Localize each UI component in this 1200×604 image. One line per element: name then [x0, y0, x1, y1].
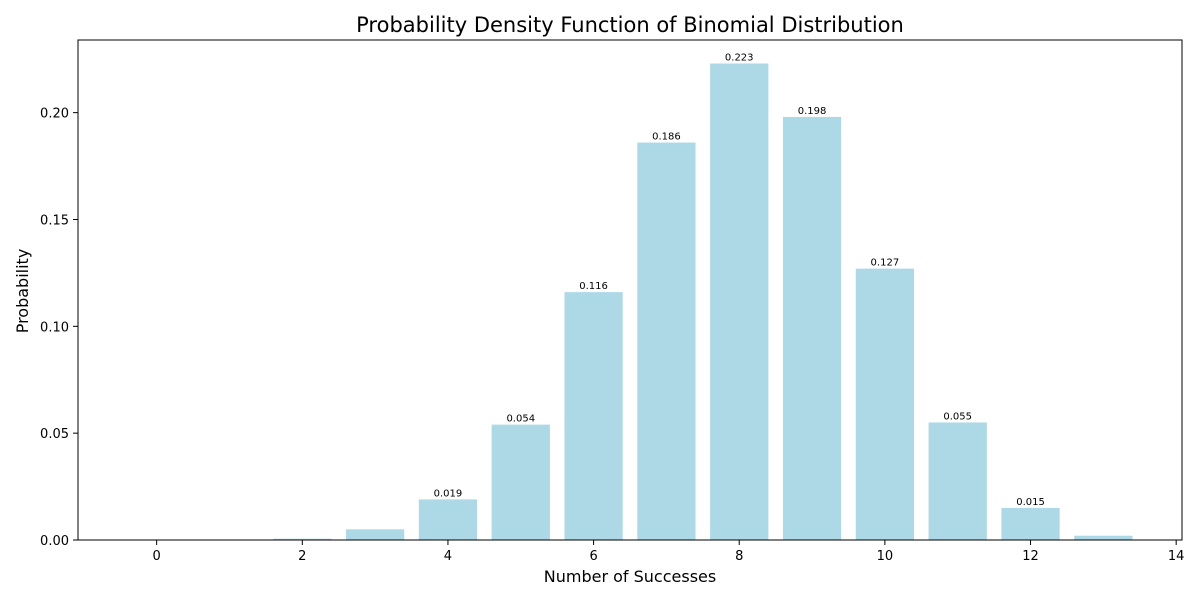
y-tick-label: 0.20	[40, 107, 69, 122]
data-label-10: 0.127	[871, 258, 900, 269]
x-tick-label: 0	[153, 549, 161, 564]
y-tick-label: 0.10	[40, 320, 69, 335]
x-tick-label: 10	[877, 549, 894, 564]
bar-11	[928, 422, 987, 540]
bar-9	[782, 116, 842, 540]
y-tick-label: 0.05	[40, 427, 69, 442]
bar-13	[1074, 535, 1133, 540]
bar-8	[710, 63, 769, 540]
x-axis-label: Number of Successes	[544, 567, 716, 586]
x-tick-label: 12	[1022, 549, 1039, 564]
data-label-12: 0.015	[1016, 497, 1045, 508]
bar-10	[855, 268, 915, 540]
x-tick-label: 8	[735, 549, 743, 564]
y-tick-label: 0.15	[40, 213, 69, 228]
data-label-11: 0.055	[943, 411, 972, 422]
x-tick-label: 2	[298, 549, 306, 564]
bar-5	[491, 424, 550, 540]
x-tick-label: 4	[444, 549, 452, 564]
plot-frame	[77, 39, 1183, 541]
data-label-7: 0.186	[652, 132, 681, 143]
bar-6	[564, 292, 623, 540]
chart-title: Probability Density Function of Binomial…	[356, 13, 904, 37]
bar-2	[273, 538, 332, 540]
data-label-5: 0.054	[506, 414, 535, 425]
data-label-9: 0.198	[798, 106, 827, 117]
data-label-8: 0.223	[725, 53, 754, 64]
data-label-6: 0.116	[579, 281, 608, 292]
x-tick-label: 6	[589, 549, 597, 564]
x-tick-label: 14	[1168, 549, 1185, 564]
data-label-4: 0.019	[434, 488, 463, 499]
bar-7	[637, 142, 696, 541]
bar-12	[1001, 507, 1060, 540]
y-axis-label: Probability	[13, 249, 32, 334]
bar-3	[345, 529, 405, 540]
bar-4	[418, 499, 478, 540]
y-tick-label: 0.00	[40, 534, 69, 549]
